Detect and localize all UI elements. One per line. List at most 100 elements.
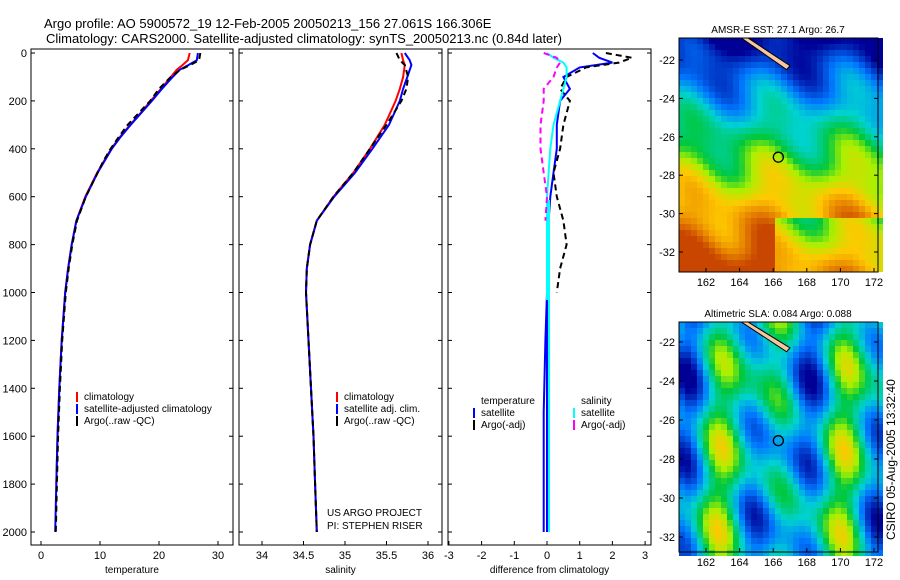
map-cell [751, 400, 757, 406]
map-cell [823, 370, 829, 376]
map-cell [697, 430, 703, 436]
map-cell [823, 164, 829, 170]
map-cell [793, 248, 799, 254]
map-cell [739, 526, 745, 532]
map-cell [787, 400, 793, 406]
map-cell [811, 254, 817, 260]
map-cell [679, 334, 685, 340]
map-cell [817, 460, 823, 466]
map-cell [769, 460, 775, 466]
map-cell [715, 454, 721, 460]
map-cell [763, 412, 769, 418]
map-cell [685, 44, 691, 50]
map-cell [769, 538, 775, 544]
map-cell [823, 74, 829, 80]
map-cell [811, 490, 817, 496]
map-cell [841, 62, 847, 68]
map-cell [691, 466, 697, 472]
map-cell [685, 92, 691, 98]
map-cell [721, 460, 727, 466]
map-cell [727, 50, 733, 56]
map-cell [763, 62, 769, 68]
map-cell [775, 260, 781, 266]
map-cell [679, 544, 685, 550]
map-cell [697, 266, 703, 272]
map-cell [865, 340, 871, 346]
map-cell [817, 544, 823, 550]
map-cell [679, 514, 685, 520]
map-cell [841, 394, 847, 400]
map-cell [835, 550, 841, 556]
map-cell [697, 400, 703, 406]
map-cell [763, 358, 769, 364]
map-cell [733, 266, 739, 272]
map-cell [703, 526, 709, 532]
map-cell [793, 194, 799, 200]
map-cell [709, 454, 715, 460]
map-cell [691, 206, 697, 212]
series-line-satellite-adj-clim- [304, 52, 413, 533]
map-cell [847, 38, 853, 44]
map-cell [691, 86, 697, 92]
map-cell [811, 358, 817, 364]
map-cell [691, 158, 697, 164]
map-cell [721, 194, 727, 200]
map-cell [817, 200, 823, 206]
map-cell [877, 224, 883, 230]
map-cell [823, 200, 829, 206]
map-y-tick-label: -28 [659, 170, 675, 182]
map-cell [847, 56, 853, 62]
map-cell [793, 68, 799, 74]
map-cell [835, 538, 841, 544]
map-cell [727, 242, 733, 248]
map-cell [877, 400, 883, 406]
map-cell [751, 418, 757, 424]
map-cell [859, 340, 865, 346]
map-cell [697, 514, 703, 520]
map-cell [733, 526, 739, 532]
map-cell [709, 370, 715, 376]
map-cell [787, 170, 793, 176]
map-cell [847, 472, 853, 478]
map-cell [721, 322, 727, 328]
map-cell [859, 140, 865, 146]
map-cell [811, 218, 817, 224]
map-cell [823, 460, 829, 466]
map-cell [805, 520, 811, 526]
map-cell [877, 50, 883, 56]
map-cell [799, 346, 805, 352]
map-cell [805, 152, 811, 158]
map-cell [733, 128, 739, 134]
map-cell [799, 412, 805, 418]
map-cell [769, 230, 775, 236]
map-cell [733, 334, 739, 340]
map-cell [745, 328, 751, 334]
map-cell [685, 436, 691, 442]
map-x-tick-label: 170 [831, 557, 849, 569]
map-cell [739, 406, 745, 412]
map-cell [739, 478, 745, 484]
map-cell [781, 176, 787, 182]
map-cell [805, 176, 811, 182]
map-cell [823, 134, 829, 140]
map-cell [841, 430, 847, 436]
map-cell [733, 242, 739, 248]
map-cell [793, 454, 799, 460]
map-cell [745, 352, 751, 358]
map-cell [685, 544, 691, 550]
map-cell [859, 538, 865, 544]
map-cell [805, 448, 811, 454]
map-cell [871, 340, 877, 346]
map-cell [769, 466, 775, 472]
map-cell [871, 200, 877, 206]
map-cell [709, 146, 715, 152]
map-cell [775, 122, 781, 128]
map-cell [751, 116, 757, 122]
map-cell [835, 248, 841, 254]
map-cell [757, 322, 763, 328]
map-cell [841, 424, 847, 430]
map-cell [691, 254, 697, 260]
map-cell [775, 508, 781, 514]
map-cell [799, 442, 805, 448]
legend-label: satellite [481, 408, 515, 419]
